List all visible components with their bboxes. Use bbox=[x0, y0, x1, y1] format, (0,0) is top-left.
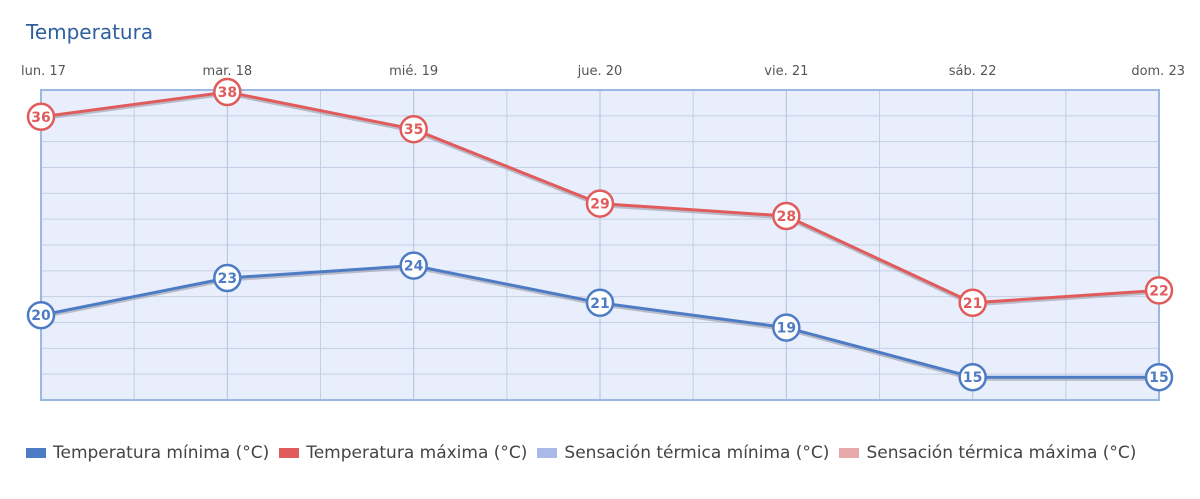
legend-item[interactable]: Temperatura mínima (°C) bbox=[26, 443, 269, 463]
data-point-marker bbox=[213, 263, 242, 293]
data-label: 38 bbox=[218, 85, 237, 101]
data-point-marker bbox=[958, 362, 987, 392]
x-tick-label: dom. 23 bbox=[1131, 64, 1185, 79]
data-point-marker bbox=[213, 77, 242, 107]
data-label: 29 bbox=[590, 197, 609, 213]
data-label: 15 bbox=[1149, 370, 1168, 386]
data-point-marker bbox=[1144, 362, 1174, 392]
data-point-marker bbox=[585, 288, 615, 318]
legend-label: Sensación térmica mínima (°C) bbox=[564, 443, 830, 463]
chart-title: Temperatura bbox=[26, 20, 154, 44]
temperature-chart: lun. 17 mar. 18 mié. 19 jue. 20 vie. 21 sáb. … bbox=[21, 64, 1185, 401]
data-label: 22 bbox=[1149, 283, 1168, 299]
data-label: 21 bbox=[963, 296, 982, 312]
x-tick-label: sáb. 22 bbox=[949, 64, 997, 79]
data-point-marker bbox=[26, 300, 56, 330]
legend-item[interactable]: Temperatura máxima (°C) bbox=[279, 443, 527, 463]
legend-swatch bbox=[279, 448, 300, 458]
legend-swatch bbox=[839, 448, 860, 458]
chart-legend: Temperatura mínima (°C) Temperatura máxim… bbox=[26, 443, 1146, 463]
data-point-marker bbox=[772, 313, 801, 342]
legend-item[interactable]: Sensación térmica máxima (°C) bbox=[839, 443, 1136, 463]
data-label: 21 bbox=[590, 296, 609, 312]
x-tick-label: mié. 19 bbox=[389, 64, 438, 79]
data-label: 36 bbox=[31, 110, 50, 126]
data-point-marker bbox=[958, 288, 987, 318]
x-tick-label: mar. 18 bbox=[203, 64, 253, 79]
data-label: 23 bbox=[218, 271, 237, 287]
legend-swatch bbox=[537, 448, 558, 458]
data-point-marker bbox=[772, 201, 801, 231]
data-label: 15 bbox=[963, 370, 982, 386]
data-point-marker bbox=[1144, 276, 1174, 305]
plot-frame bbox=[40, 89, 1160, 401]
legend-label: Sensación térmica máxima (°C) bbox=[866, 443, 1137, 463]
data-point-marker bbox=[585, 189, 615, 218]
x-tick-label: vie. 21 bbox=[764, 64, 808, 79]
x-tick-label: lun. 17 bbox=[21, 64, 66, 79]
data-point-marker bbox=[399, 251, 428, 280]
data-label: 24 bbox=[404, 259, 424, 275]
legend-swatch bbox=[26, 448, 46, 458]
data-label: 35 bbox=[404, 122, 423, 138]
data-label: 28 bbox=[777, 209, 796, 225]
data-point-marker bbox=[399, 114, 428, 144]
data-point-marker bbox=[26, 102, 56, 132]
legend-item[interactable]: Sensación térmica mínima (°C) bbox=[537, 443, 829, 463]
data-label: 19 bbox=[777, 321, 796, 337]
x-tick-label: jue. 20 bbox=[577, 64, 623, 79]
legend-label: Temperatura mínima (°C) bbox=[53, 443, 270, 463]
data-label: 20 bbox=[31, 308, 51, 324]
legend-label: Temperatura máxima (°C) bbox=[306, 443, 528, 463]
